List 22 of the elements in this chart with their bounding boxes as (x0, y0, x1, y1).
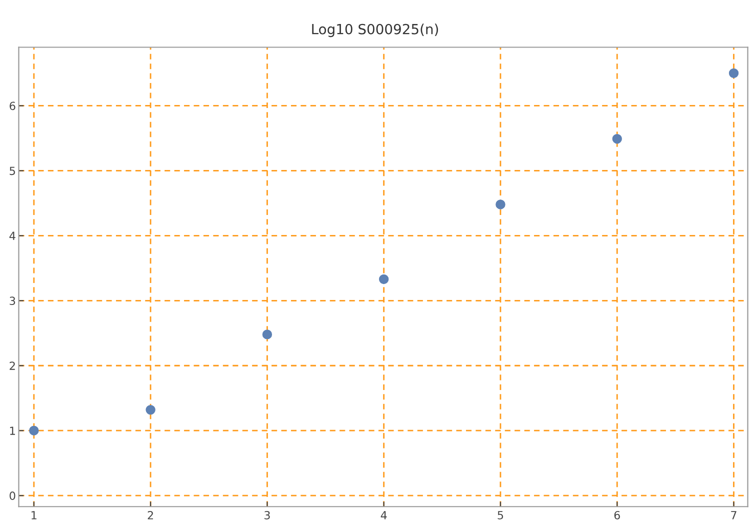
x-tick-label: 2 (148, 510, 153, 520)
x-tick-label: 6 (614, 510, 620, 520)
point (146, 404, 156, 415)
y-tick-label: 2 (10, 362, 15, 370)
y-tick-label: 1 (10, 426, 15, 435)
point (496, 200, 506, 210)
point (728, 68, 739, 78)
point (29, 426, 39, 436)
y-tick-label: 0 (10, 492, 16, 500)
point (612, 134, 622, 144)
x-tick-label: 7 (731, 511, 736, 520)
point (378, 274, 389, 284)
chart-title: Log10 S000925(n) (312, 24, 438, 38)
point (262, 330, 272, 340)
y-tick-label: 4 (9, 232, 16, 240)
x-tick-label: 5 (498, 511, 504, 520)
y-tick-label: 6 (10, 102, 16, 110)
x-tick-label: 3 (264, 510, 270, 520)
y-tick-label: 3 (10, 296, 16, 306)
x-tick-label: 4 (380, 511, 387, 520)
x-tick-label: 1 (32, 511, 36, 520)
y-tick-label: 5 (10, 166, 15, 176)
